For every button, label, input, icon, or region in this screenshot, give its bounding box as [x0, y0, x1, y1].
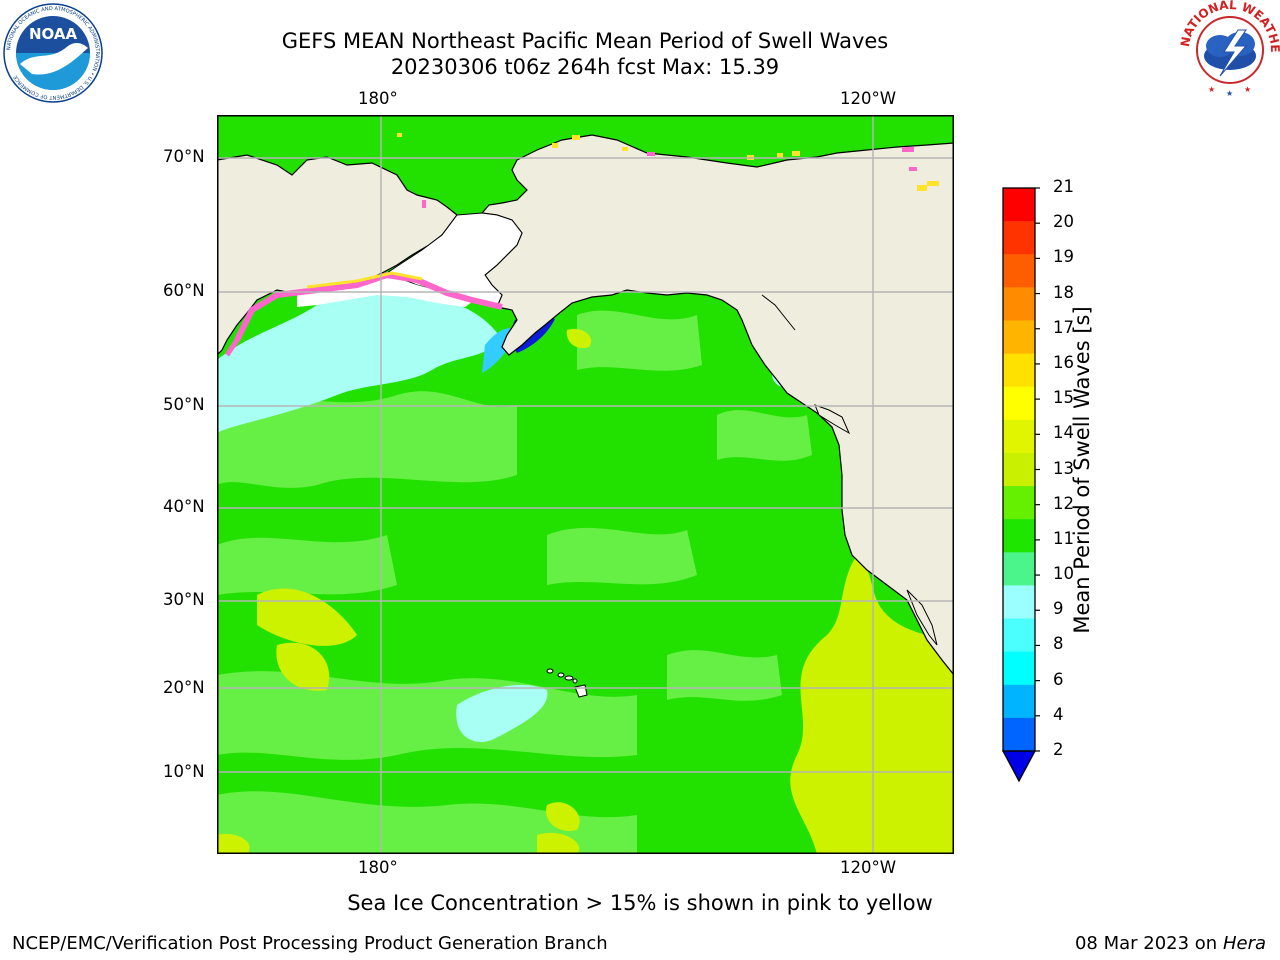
- swell-period-map: [217, 115, 954, 854]
- colorbar-tick-label: 10: [1053, 564, 1074, 584]
- colorbar-segment: [1003, 684, 1035, 719]
- colorbar-tick-label: 13: [1053, 458, 1074, 478]
- colorbar-segment: [1003, 320, 1035, 355]
- colorbar-tick-label: 14: [1053, 423, 1074, 443]
- colorbar-tick-label: 12: [1053, 493, 1074, 513]
- svg-text:★: ★: [1226, 89, 1233, 98]
- bottom-lon-label-180: 180°: [358, 858, 398, 877]
- colorbar-tick-label: 21: [1053, 177, 1074, 196]
- map-frame: [217, 115, 954, 854]
- colorbar-segment: [1003, 188, 1035, 222]
- map-title-line1: GEFS MEAN Northeast Pacific Mean Period …: [281, 29, 889, 53]
- lat-label-20n: 20°N: [163, 678, 205, 697]
- lat-label-10n: 10°N: [163, 762, 205, 781]
- colorbar-tick-label: 6: [1053, 669, 1064, 689]
- colorbar-tick-label: 4: [1053, 704, 1064, 724]
- colorbar-segment: [1003, 221, 1035, 255]
- colorbar-segment: [1003, 419, 1035, 454]
- colorbar-segment: [1003, 552, 1035, 586]
- sea-ice-note: Sea Ice Concentration > 15% is shown in …: [347, 891, 933, 915]
- noaa-logo: NOAA NATIONAL OCEANIC AND ATMOSPHERIC AD…: [3, 3, 103, 103]
- colorbar-tick-label: 9: [1053, 599, 1064, 619]
- colorbar-segment: [1003, 254, 1035, 288]
- footer-date: 08 Mar 2023 on Hera: [1075, 933, 1266, 954]
- svg-text:★: ★: [1208, 85, 1215, 94]
- top-lon-label-180: 180°: [358, 89, 398, 108]
- footer-host: Hera: [1222, 933, 1266, 954]
- colorbar-segment: [1003, 651, 1035, 686]
- svg-text:★: ★: [1244, 85, 1251, 94]
- light-green-patches: [217, 310, 812, 854]
- top-lon-label-120w: 120°W: [840, 89, 897, 108]
- colorbar-segment: [1003, 519, 1035, 553]
- colorbar-segment: [1003, 452, 1035, 487]
- sea-ice-edge: [234, 271, 503, 342]
- lat-label-60n: 60°N: [163, 281, 205, 300]
- lat-label-70n: 70°N: [163, 147, 205, 166]
- bottom-lon-label-120w: 120°W: [840, 858, 897, 877]
- colorbar-tick-label: 19: [1053, 247, 1074, 267]
- colorbar-segment: [1003, 353, 1035, 388]
- lat-label-40n: 40°N: [163, 497, 205, 516]
- colorbar-segment: [1003, 486, 1035, 520]
- lat-label-50n: 50°N: [163, 395, 205, 414]
- footer-date-text: 08 Mar 2023 on: [1074, 933, 1218, 954]
- colorbar-segment: [1003, 287, 1035, 321]
- colorbar-tick-label: 8: [1053, 634, 1064, 654]
- colorbar-tick-label: 15: [1053, 388, 1074, 408]
- graticule: [217, 115, 954, 854]
- colorbar-segment: [1003, 585, 1035, 620]
- nws-logo: NATIONAL WEATHER SERVICE ★ ★ ★: [1180, 0, 1280, 98]
- colorbar-tick-label: 18: [1053, 282, 1074, 302]
- footer-credit: NCEP/EMC/Verification Post Processing Pr…: [12, 933, 608, 954]
- colorbar-segment: [1003, 386, 1035, 421]
- colorbar-tick-label: 20: [1053, 212, 1074, 232]
- colorbar-tick-label: 17: [1053, 317, 1074, 337]
- map-title-line2: 20230306 t06z 264h fcst Max: 15.39: [390, 55, 780, 79]
- colorbar-extend-arrow: [1001, 750, 1037, 783]
- lat-label-30n: 30°N: [163, 590, 205, 609]
- colorbar-tick-label: 2: [1053, 740, 1064, 759]
- colorbar: [1001, 187, 1040, 783]
- colorbar-segments: [1003, 188, 1035, 752]
- colorbar-segment: [1003, 717, 1035, 752]
- noaa-logo-text: NOAA: [29, 25, 78, 43]
- colorbar-title: Mean Period of Swell Waves [s]: [1070, 306, 1094, 634]
- colorbar-tick-label: 11: [1053, 528, 1074, 548]
- colorbar-tick-label: 16: [1053, 352, 1074, 372]
- colorbar-segment: [1003, 618, 1035, 653]
